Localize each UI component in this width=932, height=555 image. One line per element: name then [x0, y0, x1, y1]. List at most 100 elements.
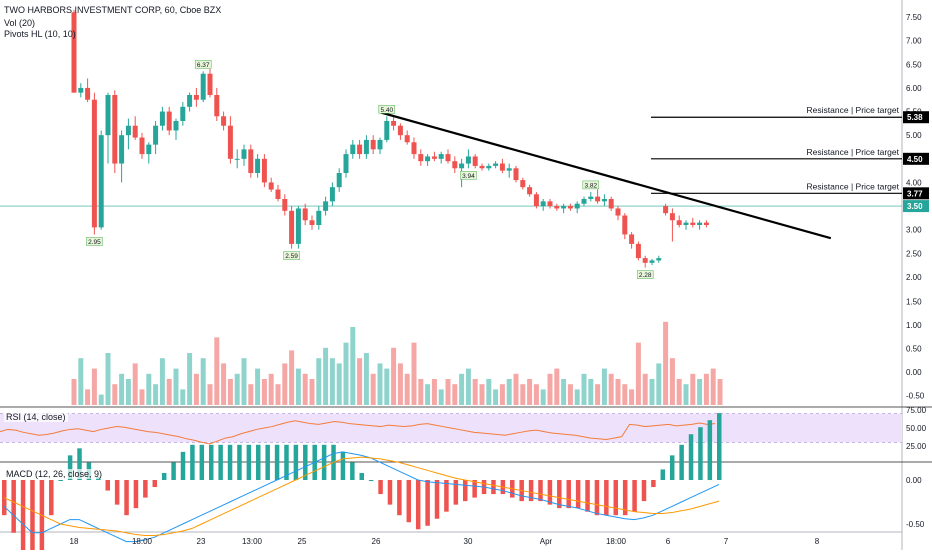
volume-tick-label: 1.50: [906, 298, 922, 307]
macd-histogram-bar: [265, 444, 270, 480]
volume-bar: [397, 363, 403, 405]
candle-body: [690, 222, 696, 225]
current-price-value: 3.50: [907, 202, 923, 211]
current-price-tag: [903, 200, 929, 213]
pivot-label: 3.94: [462, 173, 475, 180]
candle-body: [425, 156, 431, 162]
macd-histogram-bar: [303, 444, 308, 480]
macd-histogram-bar: [199, 444, 205, 480]
macd-histogram-bar: [274, 444, 280, 480]
volume-bar: [486, 379, 492, 405]
volume-bar: [316, 358, 322, 405]
volume-bar: [561, 379, 567, 405]
candle-body: [622, 215, 628, 235]
volume-bar: [112, 384, 118, 405]
symbol-title: TWO HARBORS INVESTMENT CORP, 60, Cboe BZ…: [4, 5, 222, 15]
candle-body: [105, 95, 111, 136]
candle-body: [642, 258, 648, 263]
candle-body: [357, 144, 363, 155]
macd-histogram-bar: [557, 480, 562, 509]
candle-body: [180, 106, 186, 121]
volume-bar: [506, 379, 512, 405]
macd-histogram-bar: [246, 444, 252, 480]
resistance-label: Resistance | Price target: [807, 105, 900, 115]
pivot-label: 5.40: [380, 107, 393, 114]
volume-bar: [384, 368, 390, 405]
candle-body: [207, 73, 213, 95]
y-tick-label: 2.00: [906, 273, 922, 282]
pivot-label-box: [460, 171, 477, 180]
y-tick-label: 3.00: [906, 226, 922, 235]
candle-body: [132, 125, 138, 138]
candle-body: [193, 95, 199, 100]
volume-bar: [459, 373, 465, 405]
candle-body: [527, 187, 533, 195]
pivot-label-box: [582, 180, 600, 190]
candle-body: [547, 201, 553, 207]
y-tick-label: 4.00: [906, 178, 922, 187]
candle-body: [404, 135, 410, 143]
candle-body: [370, 139, 376, 150]
macd-histogram-bar: [613, 480, 619, 516]
macd-histogram-bar: [425, 480, 430, 526]
candle-body: [635, 243, 641, 259]
macd-histogram-bar: [359, 472, 364, 480]
volume-bar: [391, 347, 397, 405]
candle-body: [459, 163, 465, 169]
candle-body: [221, 116, 227, 126]
candle-body: [329, 187, 335, 202]
volume-bar: [193, 373, 199, 405]
macd-histogram-bar: [669, 455, 675, 480]
volume-bar: [180, 389, 186, 405]
x-tick-label: Apr: [540, 537, 553, 546]
macd-histogram-bar: [660, 469, 666, 480]
volume-bar: [200, 358, 206, 405]
candle-body: [323, 201, 329, 211]
rsi-tick-label: 50.00: [906, 424, 927, 433]
volume-bar: [431, 379, 437, 405]
y-tick-label: 6.00: [906, 84, 922, 93]
candle-body: [363, 139, 369, 155]
candle-body: [554, 206, 560, 209]
macd-histogram-bar: [575, 480, 581, 509]
pivot-label-box: [86, 237, 103, 246]
volume-bar: [370, 373, 376, 405]
macd-histogram-bar: [641, 480, 647, 502]
price-level-tag: [903, 187, 929, 200]
x-tick-label: 25: [298, 537, 307, 546]
candle-body: [282, 199, 288, 211]
volume-bar: [377, 363, 383, 405]
candle-body: [98, 135, 104, 228]
candle-body: [465, 156, 471, 164]
volume-bar: [221, 363, 227, 405]
volume-bar: [581, 373, 587, 405]
candle-body: [146, 144, 152, 155]
volume-bar: [363, 353, 369, 405]
macd-label: MACD (12, 26, close, 9): [4, 469, 105, 479]
volume-bar: [710, 368, 716, 405]
candle-body: [295, 208, 301, 244]
volume-bar: [166, 379, 172, 405]
rsi-tick-label: 25.00: [906, 442, 927, 451]
x-tick-label: 23: [197, 537, 206, 546]
trendline: [380, 111, 832, 240]
volume-bar: [547, 373, 553, 405]
macd-histogram-bar: [604, 480, 609, 516]
volume-bar: [289, 350, 295, 405]
candle-body: [234, 158, 240, 160]
candle-body: [656, 258, 662, 261]
resistance-label: Resistance | Price target: [807, 181, 900, 191]
macd-histogram-bar: [566, 480, 571, 509]
macd-histogram-bar: [698, 427, 703, 480]
volume-bar: [697, 379, 703, 405]
macd-histogram-bar: [406, 480, 412, 523]
candle-body: [486, 165, 492, 169]
candle-body: [533, 194, 539, 207]
volume-bar: [533, 384, 539, 405]
volume-bar: [309, 379, 315, 405]
volume-bar: [173, 368, 179, 405]
macd-histogram-bar: [105, 480, 110, 491]
volume-tick-label: -0.50: [906, 392, 925, 401]
